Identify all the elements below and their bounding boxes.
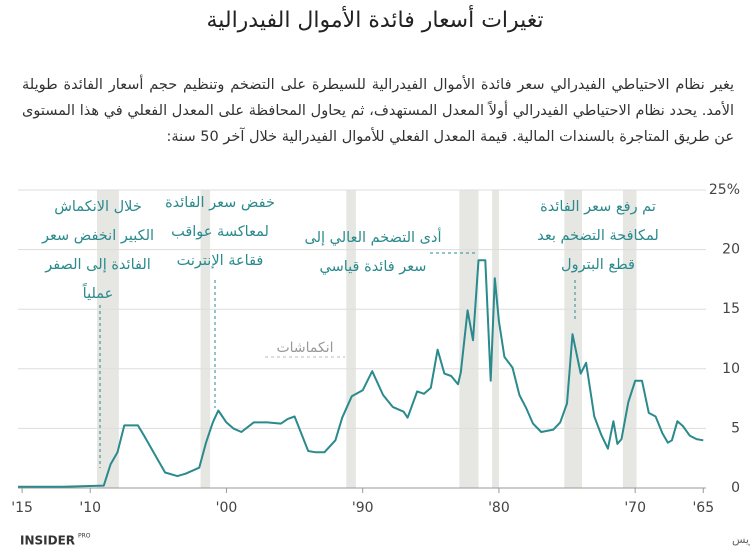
annotation-text: قطع البترول xyxy=(561,257,635,273)
annotation-text: تم رفع سعر الفائدة xyxy=(540,199,656,215)
recession-label: انكماشات xyxy=(276,340,333,356)
annotation-text: عملياً xyxy=(82,283,113,302)
x-tick-label: '65 xyxy=(692,500,714,516)
recession-band xyxy=(459,190,479,488)
brand: INSIDER xyxy=(20,534,75,548)
annotation-text: لمعاكسة عواقب xyxy=(171,224,269,240)
chart-title: تغيرات أسعار فائدة الأموال الفيدرالية xyxy=(206,8,544,33)
x-tick-label: '10 xyxy=(79,500,101,516)
x-tick-label: '00 xyxy=(216,500,238,516)
annotation-text: خفض سعر الفائدة xyxy=(165,195,275,211)
recession-band xyxy=(97,190,119,488)
y-tick-label: 15 xyxy=(722,301,740,317)
recession-band xyxy=(346,190,356,488)
annotation-text: فقاعة الإنترنت xyxy=(177,253,264,269)
annotation-text: خلال الانكماش xyxy=(54,199,142,215)
y-tick-label: 10 xyxy=(722,361,740,377)
x-tick-label: '15 xyxy=(11,500,33,516)
recession-band xyxy=(200,190,211,488)
y-tick-label: 5 xyxy=(731,420,740,436)
annotation-text: أدى التضخم العالي إلى xyxy=(305,227,442,246)
x-tick-label: '70 xyxy=(624,500,646,516)
x-tick-label: '80 xyxy=(488,500,510,516)
brand-sup: PRO xyxy=(78,533,91,540)
chart-description: يغير نظام الاحتياطي الفيدرالي سعر فائدة … xyxy=(22,77,734,145)
annotation-text: سعر فائدة قياسي xyxy=(320,259,427,275)
annotation-text: الفائدة إلى الصفر xyxy=(44,257,151,273)
recession-band xyxy=(492,190,499,488)
y-tick-label: 0 xyxy=(731,480,740,496)
x-tick-label: '90 xyxy=(352,500,374,516)
rate-line xyxy=(18,259,704,488)
y-tick-label: 20 xyxy=(722,242,740,258)
y-tick-label: 25% xyxy=(709,182,740,198)
source: المصدر: بنك الاحتياطي الفيدرالي في سانت … xyxy=(732,533,750,546)
annotation-text: لمكافحة التضخم بعد xyxy=(537,228,659,244)
annotation-text: الكبير انخفض سعر xyxy=(41,228,154,244)
